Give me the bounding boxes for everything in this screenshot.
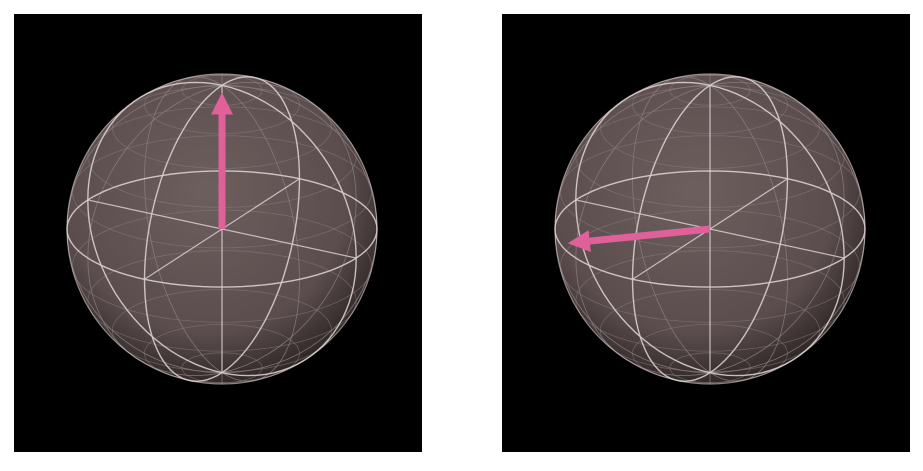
- bloch-sphere-panel-left: [14, 14, 422, 452]
- sphere-outline: [66, 73, 378, 385]
- state-vector-head: [211, 92, 233, 115]
- bloch-sphere-panel-right: [502, 14, 910, 452]
- sphere-outline: [554, 73, 866, 385]
- state-vector-head: [567, 230, 591, 252]
- bloch-sphere-right: [554, 73, 866, 385]
- bloch-sphere-left: [66, 73, 378, 385]
- state-vector-shaft: [589, 225, 711, 245]
